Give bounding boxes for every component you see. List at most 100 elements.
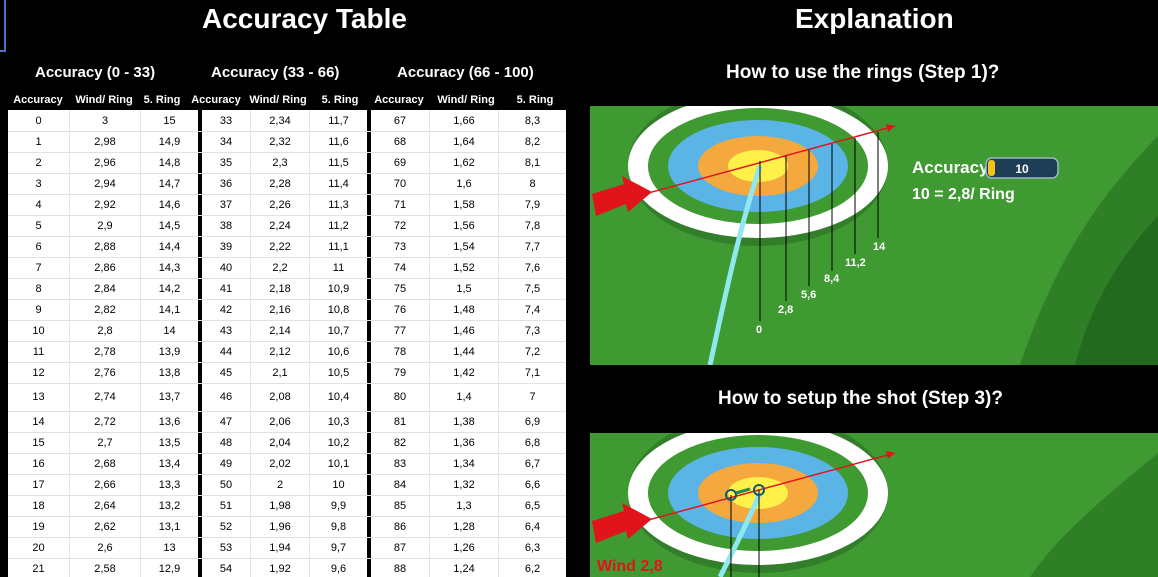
table-cell: 49	[219, 457, 233, 470]
table-cell: 7,4	[524, 303, 541, 316]
table-cell: 52	[219, 520, 233, 533]
table-cell: 10,5	[327, 366, 350, 379]
table-cell: 69	[393, 156, 407, 169]
table-cell: 1,42	[453, 366, 475, 379]
block-separator	[198, 110, 202, 577]
table-cell: 1,98	[269, 499, 291, 512]
table-cell: 13	[32, 391, 45, 403]
table-cell: 74	[393, 261, 407, 274]
table-cell: 37	[219, 198, 233, 211]
table-cell: 2,02	[269, 457, 291, 470]
table-cell: 14,6	[158, 198, 181, 211]
table-cell: 2,7	[97, 436, 113, 449]
explanation-title: Explanation	[795, 3, 954, 34]
table-cell: 1,3	[456, 499, 472, 512]
table-cell: 1,94	[269, 541, 291, 554]
table-cell: 14	[32, 415, 45, 428]
table-cell: 8,2	[524, 135, 541, 148]
table-cell: 1,62	[453, 156, 475, 169]
table-cell: 4	[35, 198, 42, 211]
table-row: 18 2,64 13,2 51 1,98 9,9 85 1,3 6,5	[8, 495, 566, 517]
accuracy-formula: 10 = 2,8/ Ring	[912, 186, 1015, 203]
table-cell: 2,26	[269, 198, 291, 211]
column-header: Wind/ Ring	[249, 94, 307, 106]
table-cell: 2,72	[94, 415, 116, 428]
table-cell: 5	[35, 219, 42, 232]
table-cell: 6,3	[524, 541, 541, 554]
table-cell: 2,12	[269, 345, 291, 358]
step1-image: 0 2,8 5,6 8,4 11,2 14 Accuracy 10 10 = 2…	[590, 106, 1158, 365]
table-row: 15 2,7 13,5 48 2,04 10,2 82 1,36 6,8	[8, 432, 566, 454]
table-cell: 77	[393, 324, 407, 337]
table-cell: 2,24	[269, 219, 291, 232]
table-cell: 1,26	[453, 541, 475, 554]
table-cell: 43	[219, 324, 233, 337]
group-title-33-66: Accuracy (33 - 66)	[211, 64, 340, 81]
table-cell: 10	[332, 478, 345, 491]
table-cell: 7,1	[524, 366, 541, 379]
table-cell: 39	[219, 240, 233, 253]
table-cell: 51	[219, 499, 233, 512]
table-row: 11 2,78 13,9 44 2,12 10,6 78 1,44 7,2	[8, 341, 566, 363]
column-divider	[69, 110, 70, 577]
table-cell: 1,52	[453, 261, 475, 274]
table-cell: 6,7	[524, 457, 541, 470]
table-cell: 21	[32, 562, 45, 575]
table-cell: 2,32	[269, 135, 291, 148]
table-cell: 11,5	[328, 156, 349, 169]
table-cell: 80	[393, 391, 407, 403]
table-cell: 11	[32, 345, 45, 358]
table-cell: 83	[393, 457, 407, 470]
table-cell: 42	[219, 303, 233, 316]
table-cell: 2,06	[269, 415, 291, 428]
column-divider	[250, 110, 251, 577]
table-cell: 10,8	[327, 303, 350, 316]
table-cell: 81	[393, 415, 407, 428]
table-cell: 6,6	[524, 478, 541, 491]
table-cell: 1,46	[453, 324, 475, 337]
table-cell: 2,66	[94, 478, 116, 491]
table-cell: 2,14	[269, 324, 291, 337]
table-cell: 44	[219, 345, 233, 358]
table-cell: 2,16	[269, 303, 291, 316]
column-header: Accuracy	[191, 94, 241, 106]
table-cell: 10,6	[327, 345, 350, 358]
table-cell: 6,5	[524, 499, 541, 512]
table-cell: 13,8	[158, 366, 181, 379]
table-cell: 14,5	[158, 219, 181, 232]
table-row: 19 2,62 13,1 52 1,96 9,8 86 1,28 6,4	[8, 516, 566, 538]
table-cell: 13,4	[158, 457, 181, 470]
table-cell: 3	[35, 177, 42, 190]
table-cell: 67	[393, 114, 407, 127]
table-row: 8 2,84 14,2 41 2,18 10,9 75 1,5 7,5	[8, 278, 566, 300]
table-cell: 1,64	[453, 135, 475, 148]
table-cell: 70	[393, 177, 407, 190]
table-cell: 2,94	[94, 177, 116, 190]
grass-contour	[1075, 216, 1158, 365]
table-cell: 2,18	[269, 282, 291, 295]
table-cell: 85	[393, 499, 407, 512]
table-cell: 2,74	[94, 391, 116, 403]
column-divider	[429, 110, 430, 577]
table-cell: 73	[393, 240, 407, 253]
table-row: 2 2,96 14,8 35 2,3 11,5 69 1,62 8,1	[8, 152, 566, 174]
table-cell: 8,3	[524, 114, 541, 127]
accuracy-bar-icon	[985, 157, 1059, 179]
table-cell: 7,3	[524, 324, 541, 337]
table-cell: 14,2	[158, 282, 181, 295]
table-cell: 2,78	[94, 345, 116, 358]
column-header: Wind/ Ring	[75, 94, 133, 106]
table-cell: 1,96	[269, 520, 291, 533]
table-cell: 48	[219, 436, 233, 449]
table-cell: 2	[35, 156, 42, 169]
block-separator	[367, 110, 371, 577]
table-cell: 1,48	[453, 303, 475, 316]
table-cell: 88	[393, 562, 407, 575]
table-row: 12 2,76 13,8 45 2,1 10,5 79 1,42 7,1	[8, 362, 566, 384]
table-cell: 2,6	[97, 541, 113, 554]
table-cell: 13,6	[158, 415, 181, 428]
table-cell: 10,3	[327, 415, 350, 428]
table-cell: 6,8	[524, 436, 541, 449]
table-row: 5 2,9 14,5 38 2,24 11,2 72 1,56 7,8	[8, 215, 566, 237]
marker-circle	[753, 484, 765, 496]
